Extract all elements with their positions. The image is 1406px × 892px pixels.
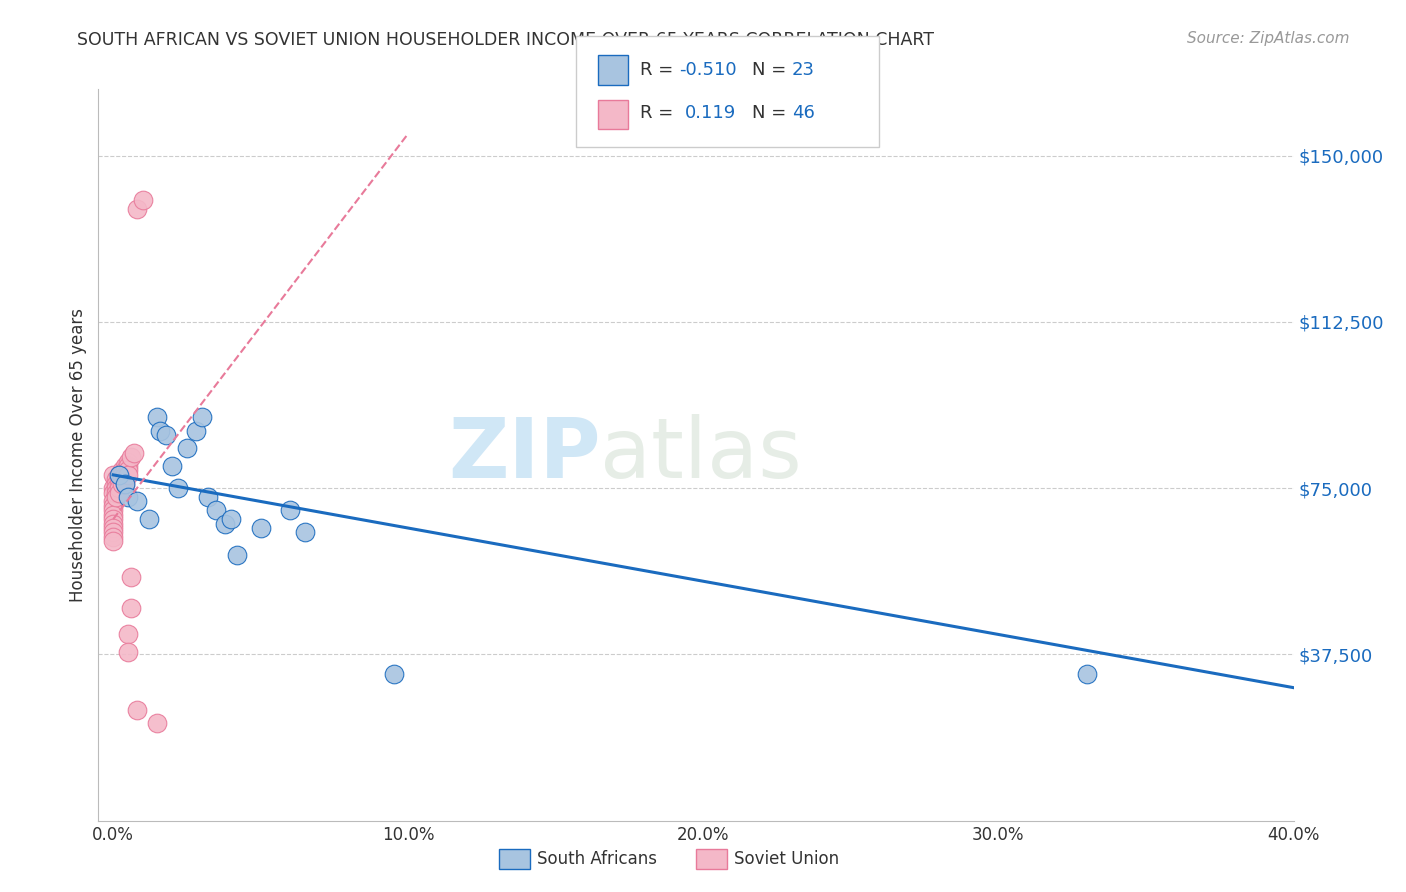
Point [108, 467, 131, 482]
Point [146, 410, 169, 425]
Point [120, 600, 142, 615]
Point [108, 481, 131, 495]
Point [105, 476, 128, 491]
Point [131, 193, 153, 207]
Point [101, 508, 124, 522]
Point [101, 530, 124, 544]
Point [117, 454, 139, 468]
Point [101, 503, 124, 517]
Point [117, 463, 139, 477]
Point [111, 476, 134, 491]
Point [294, 525, 316, 540]
Text: 0.119: 0.119 [685, 104, 735, 122]
Point [117, 458, 139, 473]
Point [114, 458, 136, 473]
Point [226, 548, 249, 562]
Text: Source: ZipAtlas.com: Source: ZipAtlas.com [1187, 31, 1350, 46]
Point [108, 476, 131, 491]
Point [114, 463, 136, 477]
Point [117, 627, 139, 641]
Point [149, 424, 172, 438]
Text: Soviet Union: Soviet Union [734, 850, 839, 868]
Y-axis label: Householder Income Over 65 years: Householder Income Over 65 years [69, 308, 87, 602]
Point [122, 446, 145, 460]
Point [382, 667, 405, 681]
Point [120, 570, 142, 584]
Point [114, 467, 136, 482]
Point [101, 481, 124, 495]
Text: R =: R = [640, 104, 679, 122]
Point [111, 463, 134, 477]
Point [117, 467, 139, 482]
Point [120, 450, 142, 464]
Point [111, 467, 134, 482]
Point [101, 534, 124, 549]
Point [105, 472, 128, 486]
Point [155, 428, 177, 442]
Point [101, 512, 124, 526]
Point [101, 499, 124, 513]
Point [114, 476, 136, 491]
Point [146, 716, 169, 731]
Point [125, 202, 148, 216]
Point [108, 467, 131, 482]
Point [160, 458, 183, 473]
Point [197, 490, 219, 504]
Text: atlas: atlas [600, 415, 801, 495]
Text: 23: 23 [792, 61, 814, 78]
Text: 46: 46 [792, 104, 814, 122]
Point [105, 481, 128, 495]
Text: N =: N = [752, 61, 792, 78]
Text: ZIP: ZIP [449, 415, 600, 495]
Point [105, 490, 128, 504]
Point [117, 645, 139, 659]
Point [101, 521, 124, 535]
Point [117, 490, 139, 504]
Point [190, 410, 212, 425]
Point [114, 472, 136, 486]
Point [167, 481, 190, 495]
Point [278, 503, 301, 517]
Point [111, 472, 134, 486]
Point [184, 424, 207, 438]
Point [219, 512, 242, 526]
Point [114, 476, 136, 491]
Point [176, 442, 198, 456]
Point [1076, 667, 1098, 681]
Point [108, 485, 131, 500]
Point [101, 494, 124, 508]
Text: -0.510: -0.510 [679, 61, 737, 78]
Point [108, 472, 131, 486]
Point [101, 525, 124, 540]
Point [138, 512, 160, 526]
Text: South Africans: South Africans [537, 850, 657, 868]
Text: SOUTH AFRICAN VS SOVIET UNION HOUSEHOLDER INCOME OVER 65 YEARS CORRELATION CHART: SOUTH AFRICAN VS SOVIET UNION HOUSEHOLDE… [77, 31, 935, 49]
Point [101, 467, 124, 482]
Point [101, 516, 124, 531]
Point [125, 494, 148, 508]
Point [214, 516, 236, 531]
Point [101, 485, 124, 500]
Point [205, 503, 228, 517]
Point [105, 485, 128, 500]
Text: R =: R = [640, 61, 679, 78]
Text: N =: N = [752, 104, 792, 122]
Point [249, 521, 271, 535]
Point [125, 703, 148, 717]
